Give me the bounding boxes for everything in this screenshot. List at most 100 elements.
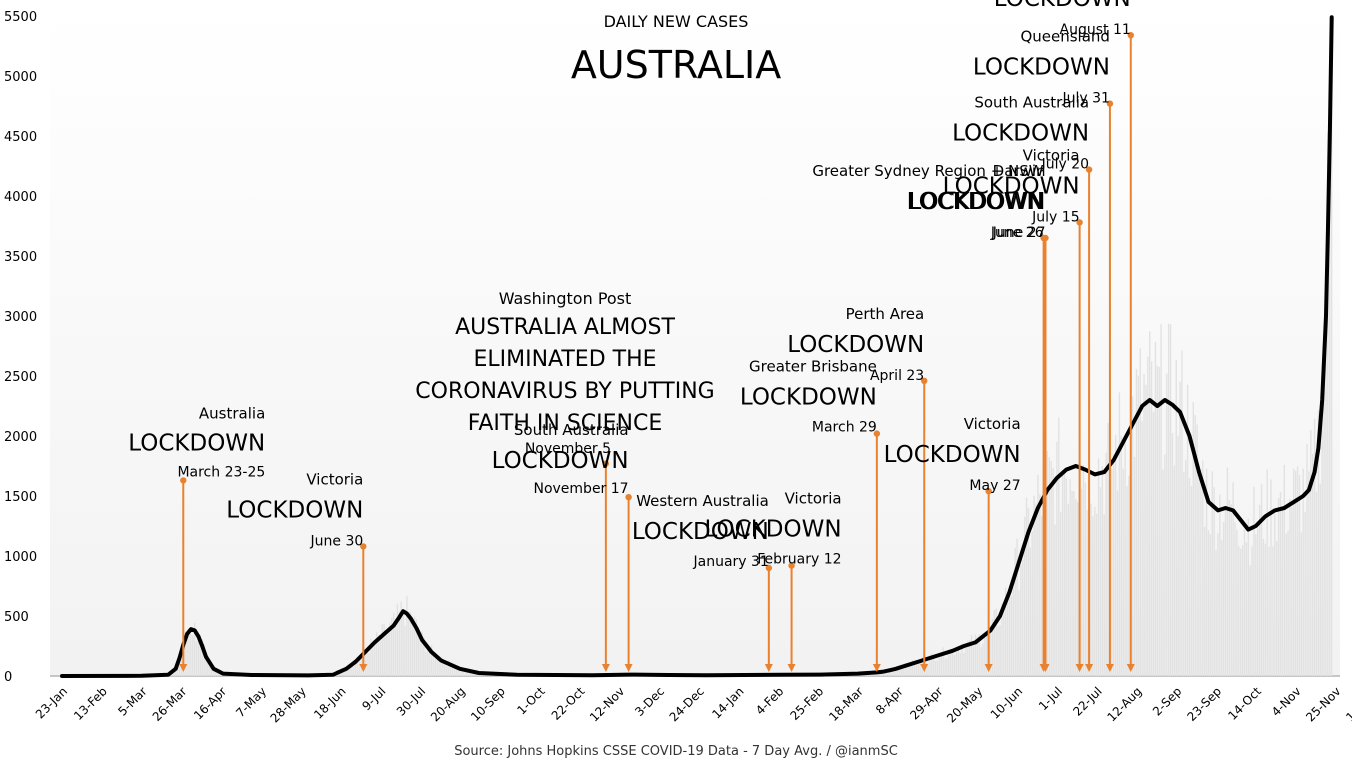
annotation-date: August 11 — [1060, 22, 1131, 38]
x-tick-label: 24-Dec — [667, 684, 707, 724]
x-tick-label: 18-Jun — [311, 684, 348, 721]
y-tick-label: 0 — [4, 670, 12, 685]
annotation-arrowhead — [179, 664, 188, 672]
annotation-arrowhead — [920, 664, 929, 672]
annotation-arrowhead — [1126, 664, 1135, 672]
y-tick-label: 2500 — [4, 370, 37, 385]
annotation-dot — [360, 543, 367, 550]
x-tick-label: 29-Apr — [907, 684, 945, 722]
annotation: Victoria LOCKDOWN June 30 — [226, 470, 368, 672]
x-tick-label: 28-May — [268, 684, 309, 725]
y-tick-label: 500 — [4, 610, 29, 625]
annotation: Greater Sydney Region + NSW LOCKDOWN June … — [812, 162, 1048, 672]
annotation-place: Western Australia — [636, 492, 769, 510]
y-tick-label: 2000 — [4, 430, 37, 445]
annotation: Perth Area LOCKDOWN April 23 — [787, 305, 929, 672]
annotation: South Australia LOCKDOWN July 20 — [952, 94, 1094, 672]
annotation-place: South Australia — [514, 421, 629, 439]
annotation-arrowhead — [764, 664, 773, 672]
y-tick-label: 1000 — [4, 550, 37, 565]
annotation-place: South Australia — [974, 94, 1089, 112]
x-tick-label: 4-Nov — [1269, 684, 1304, 719]
x-tick-label: 14-Oct — [1225, 684, 1264, 723]
annotation-date: February 12 — [757, 552, 841, 568]
annotation: CanberraLOCKDOWNAugust 11 — [994, 0, 1135, 672]
annotation: Australia LOCKDOWN March 23-25 — [128, 404, 265, 672]
annotation-date: June 30 — [310, 533, 364, 549]
annotation-place: Greater Sydney Region + NSW — [812, 162, 1043, 180]
annotation-lockdown: LOCKDOWN — [128, 430, 265, 456]
annotation: Washington Post AUSTRALIA ALMOST ELIMINATE… — [415, 289, 715, 672]
annotation-place: Queensland — [1020, 28, 1109, 46]
annotation: Queensland LOCKDOWN July 31 — [973, 28, 1114, 672]
annotation: Western Australia LOCKDOWN January 31 — [632, 492, 773, 672]
annotation-arrowhead — [872, 664, 881, 672]
annotation-lockdown: LOCKDOWN — [787, 332, 924, 358]
annotation-arrowhead — [1105, 664, 1114, 672]
annotation-date: March 23-25 — [177, 464, 265, 480]
y-tick-label: 5000 — [4, 70, 37, 85]
x-tick-label: 8-Apr — [873, 684, 906, 717]
x-tick-label: 25-Nov — [1303, 684, 1343, 724]
x-tick-label: 3-Dec — [632, 684, 667, 719]
annotation-arrowhead — [624, 664, 633, 672]
annotation-place: Darwin — [993, 162, 1046, 180]
x-tick-label: 2-Sep — [1150, 684, 1184, 718]
annotation-date: July 31 — [1061, 91, 1109, 107]
annotation: Victoria LOCKDOWN July 15 — [943, 146, 1084, 672]
x-tick-label: 9-Jul — [359, 684, 388, 713]
annotation-arrowhead — [1041, 664, 1050, 672]
x-tick-label: 13-Feb — [71, 684, 110, 723]
annotation-lockdown: LOCKDOWN — [492, 448, 629, 474]
x-tick-label: 30-Jul — [394, 684, 428, 718]
x-tick-label: 23-Sep — [1184, 684, 1224, 724]
annotation-lockdown: LOCKDOWN — [226, 497, 363, 523]
annotation-source: Washington Post — [499, 289, 632, 308]
annotation: Victoria LOCKDOWN May 27 — [884, 415, 1021, 672]
annotation-place: Greater Brisbane — [749, 358, 877, 376]
annotation-place: Victoria — [785, 490, 842, 508]
annotation-lockdown: LOCKDOWN — [907, 189, 1044, 215]
annotation-dot — [1127, 32, 1134, 39]
annotation-lockdown: LOCKDOWN — [908, 189, 1045, 215]
annotation-date: July 15 — [1031, 209, 1079, 225]
x-tick-label: 10-Jun — [988, 684, 1025, 721]
x-tick-label: 18-Mar — [826, 684, 866, 724]
annotation-dot — [1076, 219, 1083, 226]
x-tick-label: 20-Aug — [428, 684, 468, 724]
y-tick-label: 4000 — [4, 190, 37, 205]
annotation-date: November 5 — [525, 441, 611, 457]
series-line — [60, 15, 1334, 678]
y-tick-label: 3000 — [4, 310, 37, 325]
x-tick-label: 22-Jul — [1070, 684, 1104, 718]
x-tick-label: 25-Feb — [787, 684, 826, 723]
annotation-arrowhead — [984, 664, 993, 672]
x-tick-label: 16-Apr — [191, 684, 229, 722]
annotation-dot — [1042, 234, 1049, 242]
x-tick-label: 1-Jul — [1036, 684, 1065, 713]
x-tick-label: 20-May — [944, 684, 985, 725]
annotation-date: March 29 — [812, 420, 877, 436]
annotation-lockdown: LOCKDOWN — [705, 517, 842, 543]
annotation-lockdown: LOCKDOWN — [994, 0, 1131, 12]
annotation-dot — [873, 430, 881, 437]
annotation-headline: ELIMINATED THE — [473, 347, 656, 372]
annotation-headline: AUSTRALIA ALMOST — [455, 315, 675, 340]
x-tick-label: 12-Nov — [587, 684, 627, 724]
x-axis: 23-Jan 13-Feb 5-Mar 26-Mar 16-Apr 7-May28-May… — [33, 684, 1352, 726]
x-tick-label: 12-Aug — [1104, 684, 1144, 724]
annotation-headline: FAITH IN SCIENCE — [468, 411, 663, 436]
annotation-arrowhead — [1075, 664, 1084, 672]
annotation-date: April 23 — [870, 368, 924, 384]
annotation: Darwin LOCKDOWN June 27 — [908, 162, 1050, 672]
annotation-lockdown: LOCKDOWN — [632, 519, 769, 545]
annotation-dot — [180, 477, 187, 484]
annotation-arrowhead — [787, 664, 796, 672]
x-tick-label: 7-May — [233, 684, 269, 720]
y-tick-label: 1500 — [4, 490, 37, 505]
annotation-place: Victoria — [1023, 146, 1080, 164]
chart-subtitle: DAILY NEW CASES — [604, 12, 749, 31]
x-tick-label: 22-Oct — [549, 684, 588, 723]
